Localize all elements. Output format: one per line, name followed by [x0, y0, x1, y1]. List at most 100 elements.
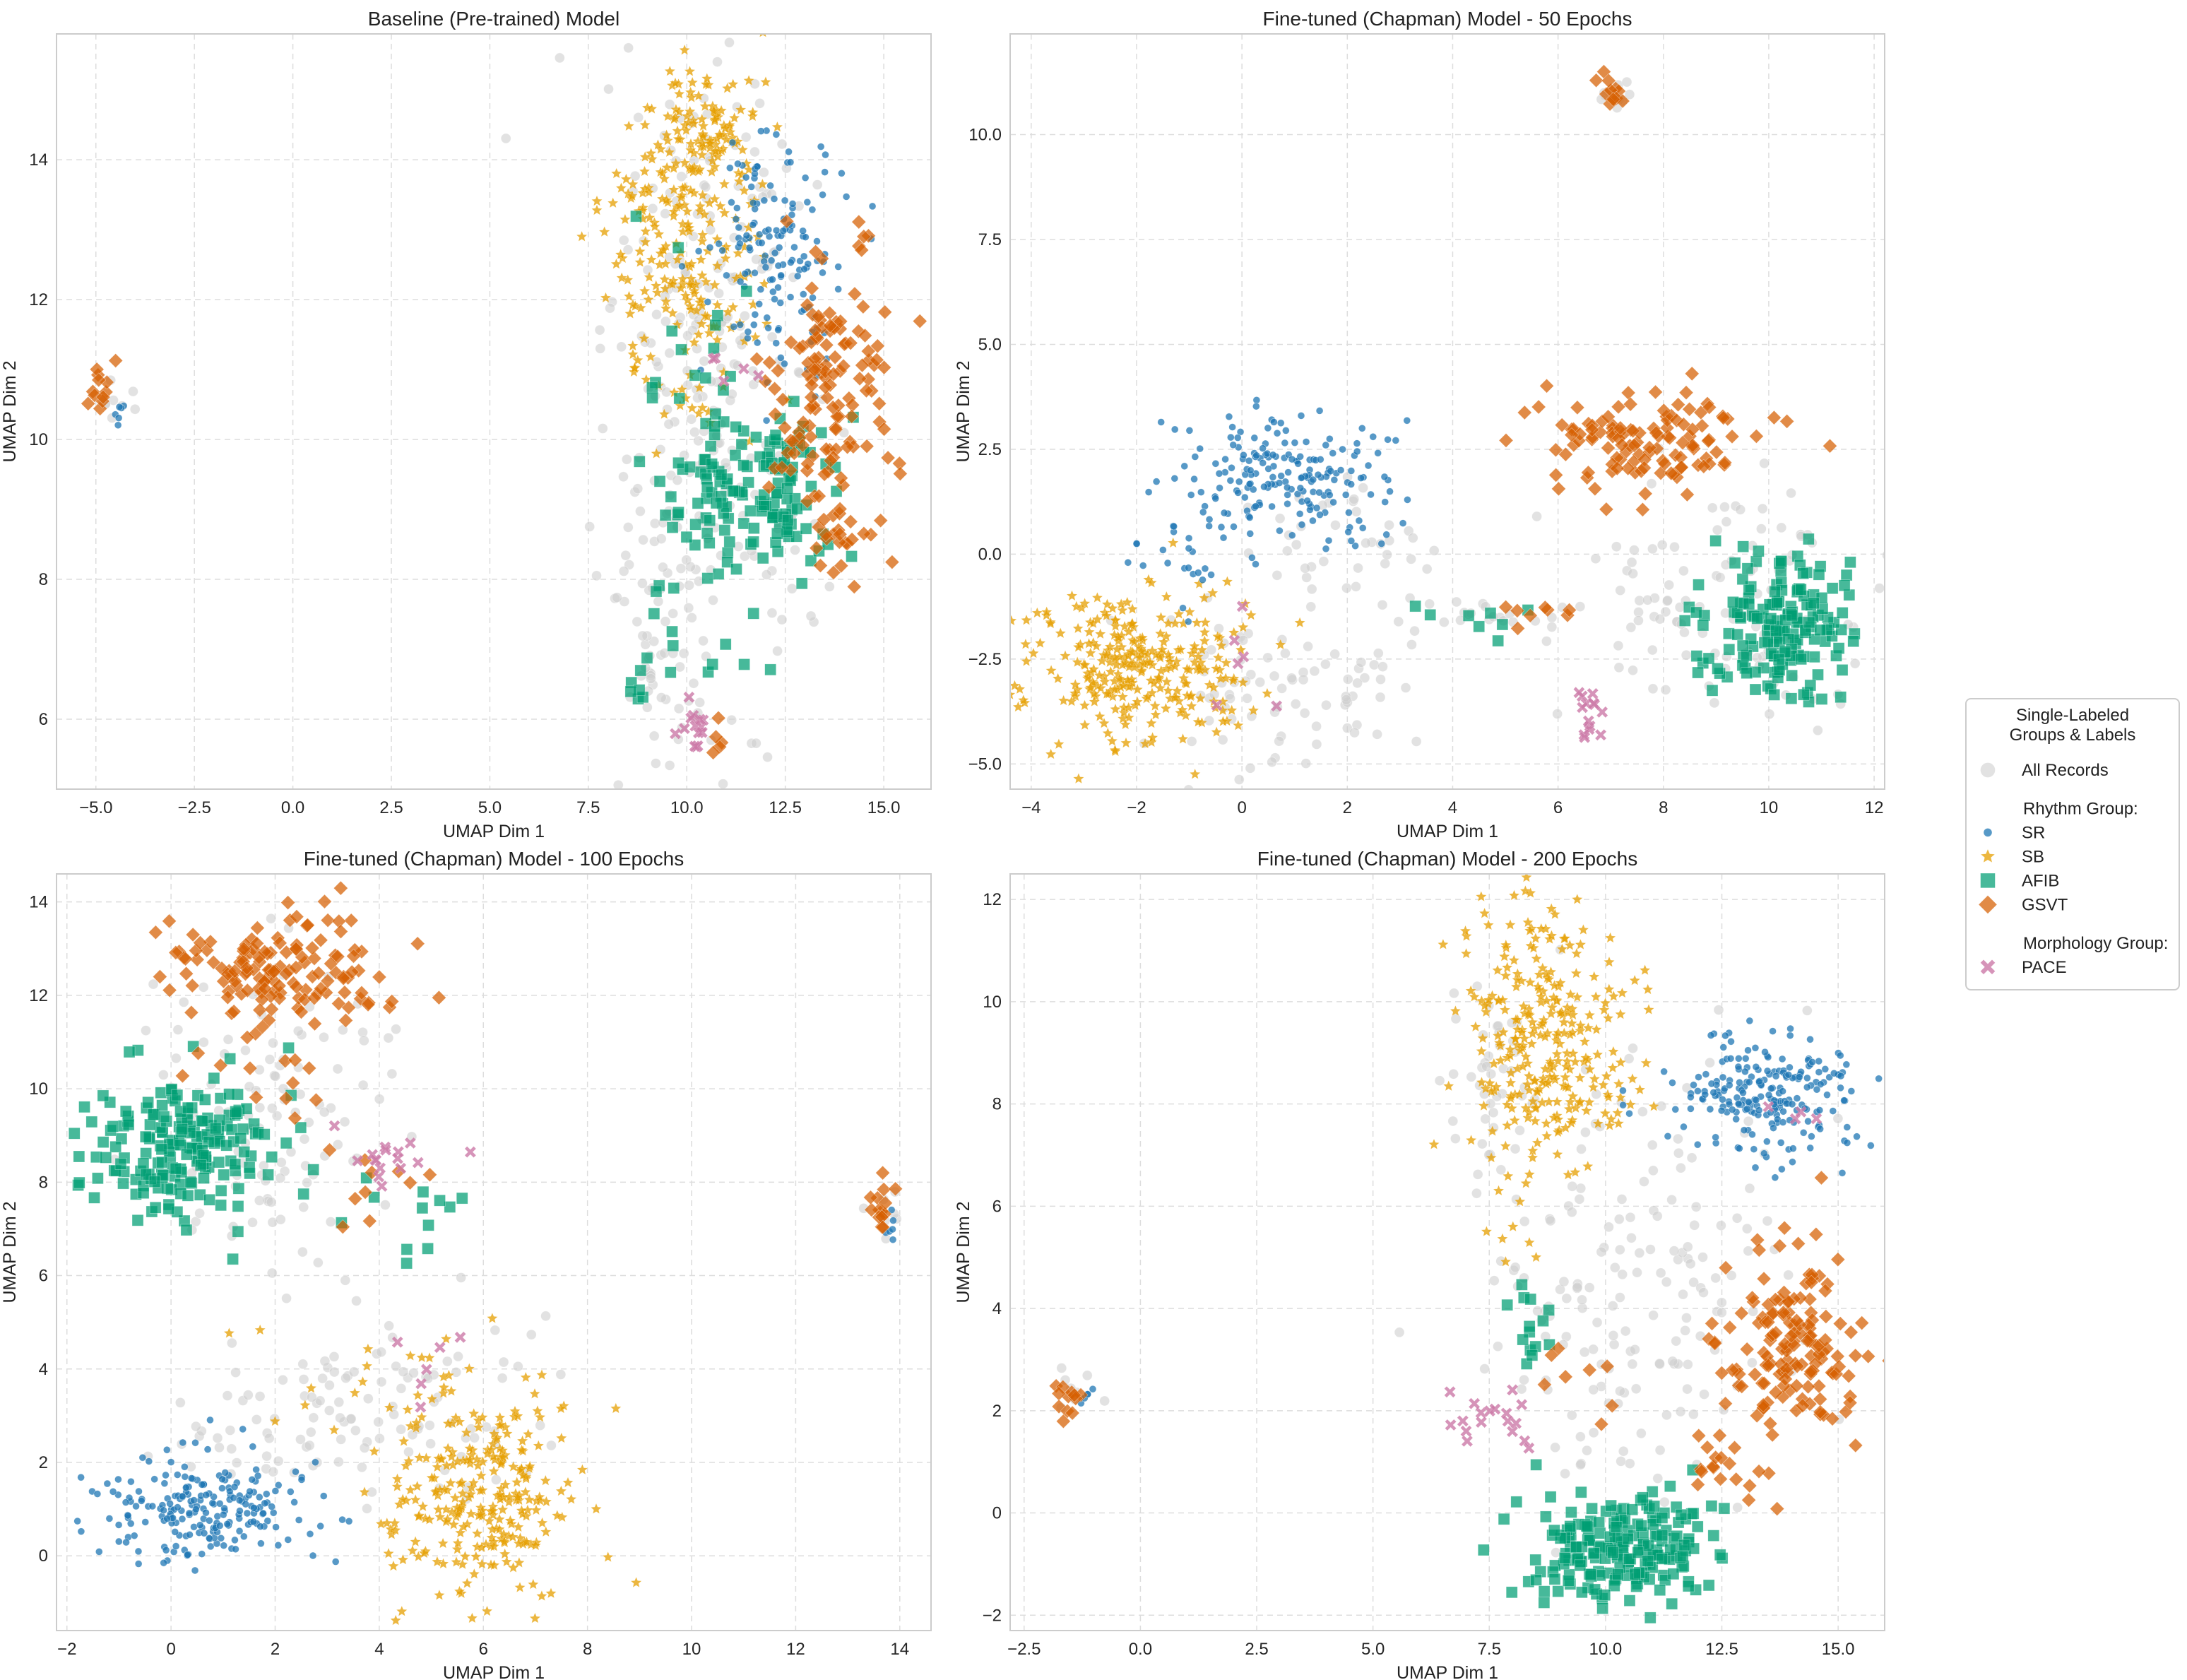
point-sb — [1504, 1043, 1516, 1055]
point-afib — [220, 1139, 232, 1152]
point-sr — [1139, 562, 1147, 569]
point-gsvt — [832, 501, 848, 516]
point-sr — [742, 232, 751, 239]
point-gsvt — [1777, 1220, 1792, 1236]
point-afib — [156, 1156, 168, 1169]
point-sb — [1535, 990, 1547, 1002]
point-afib — [1588, 1547, 1600, 1559]
point-all-records — [302, 1177, 312, 1188]
point-afib — [1654, 1584, 1666, 1596]
point-all-records — [1372, 729, 1382, 740]
point-sr — [1384, 435, 1392, 444]
point-sb — [1601, 1070, 1613, 1082]
point-gsvt — [309, 1092, 324, 1108]
legend-panel: Single-Labeled Groups & Labels All Records… — [1965, 698, 2180, 990]
point-sr — [1843, 1123, 1851, 1131]
point-gsvt — [1570, 400, 1585, 415]
point-gsvt — [249, 1089, 264, 1105]
point-all-records — [1615, 1292, 1625, 1303]
point-gsvt — [300, 918, 315, 933]
point-all-records — [1451, 596, 1462, 608]
point-sb — [1588, 971, 1600, 982]
point-sb — [1603, 956, 1616, 967]
point-sr — [292, 1467, 300, 1476]
y-tick-label: 2.5 — [978, 440, 1002, 459]
point-sr — [1719, 1073, 1727, 1082]
point-gsvt — [360, 997, 376, 1012]
point-afib — [1709, 535, 1721, 547]
x-tick-label: −4 — [1021, 798, 1041, 817]
point-gsvt — [1717, 455, 1733, 471]
point-gsvt — [795, 415, 811, 430]
point-afib — [180, 1224, 193, 1236]
series-pace — [328, 1120, 477, 1193]
point-afib — [223, 1088, 235, 1101]
point-all-records — [1699, 1389, 1709, 1400]
point-sr — [1205, 522, 1213, 530]
point-afib — [1575, 1486, 1587, 1498]
point-all-records — [1575, 1431, 1586, 1442]
point-gsvt — [878, 1195, 893, 1211]
point-sb — [269, 1415, 281, 1426]
point-sr — [1315, 488, 1323, 497]
point-sb — [679, 44, 691, 55]
point-sb — [1639, 964, 1651, 976]
point-sr — [1187, 491, 1195, 499]
point-all-records — [1611, 541, 1622, 552]
point-sb — [1526, 1038, 1538, 1049]
point-all-records — [319, 1356, 331, 1366]
point-all-records — [1400, 682, 1411, 693]
point-afib — [727, 485, 740, 497]
point-sb — [470, 1550, 482, 1562]
point-all-records — [1710, 1272, 1721, 1284]
point-all-records — [676, 171, 687, 182]
point-all-records — [1756, 523, 1767, 534]
point-sb — [1020, 655, 1033, 667]
point-gsvt — [774, 460, 790, 475]
point-afib — [1574, 1559, 1587, 1572]
point-afib — [634, 664, 647, 677]
point-afib — [1702, 1579, 1715, 1592]
point-sr — [735, 223, 743, 232]
point-sb — [1517, 1060, 1529, 1072]
point-sr — [1269, 473, 1277, 481]
point-all-records — [1380, 558, 1391, 569]
point-gsvt — [1756, 1376, 1772, 1391]
point-sr — [1240, 493, 1249, 502]
point-all-records — [1714, 572, 1726, 583]
point-sb — [495, 1458, 507, 1469]
point-sb — [721, 82, 733, 94]
point-sr — [889, 1217, 897, 1224]
point-all-records — [325, 1217, 336, 1227]
point-sr — [1392, 437, 1400, 444]
point-gsvt — [1067, 1388, 1082, 1403]
point-all-records — [223, 1034, 234, 1045]
point-afib — [213, 1156, 225, 1169]
point-all-records — [584, 521, 595, 532]
point-sb — [1101, 649, 1113, 661]
point-sb — [1191, 617, 1203, 628]
point-all-records — [740, 131, 752, 143]
point-sr — [1693, 1140, 1702, 1149]
point-sb — [656, 167, 669, 179]
point-sr — [1707, 1031, 1715, 1039]
x-tick-label: −2 — [57, 1640, 76, 1659]
point-gsvt — [288, 941, 304, 957]
point-all-records — [1546, 622, 1558, 632]
point-sr — [1694, 1087, 1702, 1095]
point-sr — [804, 260, 812, 268]
point-sb — [1109, 683, 1121, 694]
point-afib — [1599, 1589, 1611, 1601]
point-all-records — [1626, 1232, 1637, 1243]
x-tick-label: 2.5 — [379, 798, 403, 817]
point-sr — [115, 403, 124, 411]
point-gsvt — [872, 396, 887, 411]
point-sb — [1110, 658, 1122, 670]
point-afib — [137, 1157, 150, 1170]
point-sr — [799, 290, 807, 298]
point-all-records — [693, 435, 704, 446]
point-gsvt — [1623, 396, 1638, 412]
legend-label-sb: SB — [2022, 847, 2044, 866]
point-afib — [456, 1192, 468, 1205]
point-sb — [1102, 727, 1114, 738]
